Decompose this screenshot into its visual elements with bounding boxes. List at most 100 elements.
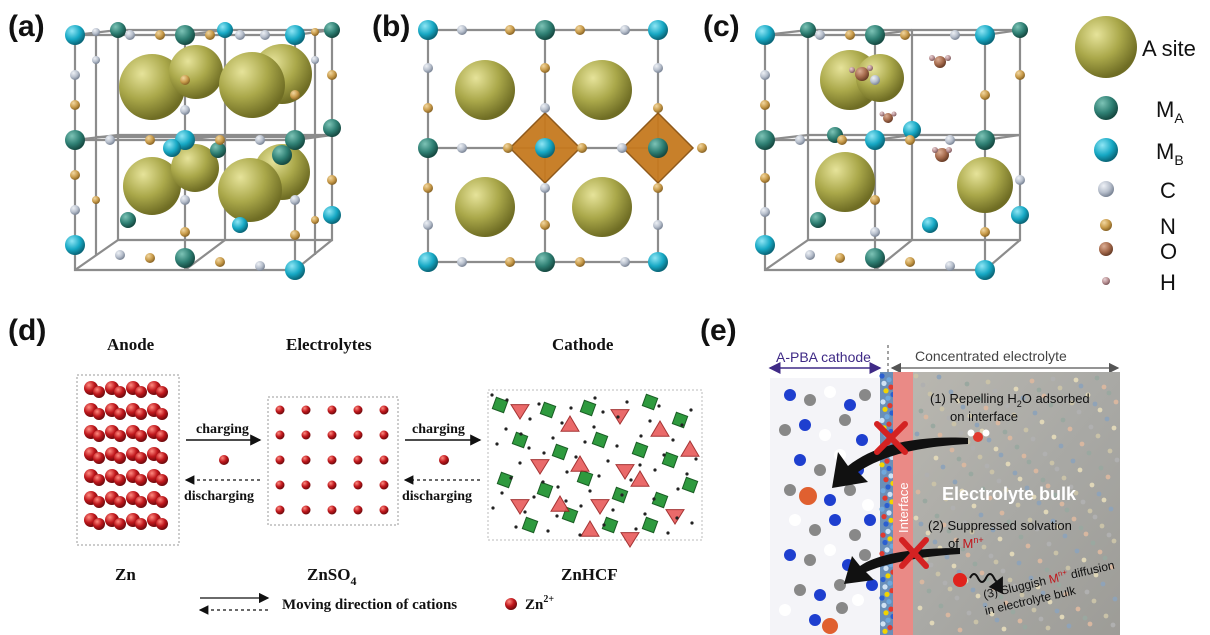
bulk-particle [961, 462, 967, 468]
interface-particle [886, 421, 892, 427]
bulk-particle [919, 579, 925, 585]
bulk-particle [967, 413, 973, 419]
bulk-particle [917, 605, 923, 611]
bulk-particle [1102, 555, 1108, 561]
zn-ion [275, 430, 285, 440]
bulk-particle [1017, 476, 1023, 482]
bulk-particle [1026, 601, 1032, 607]
bulk-particle [1096, 491, 1102, 497]
bulk-particle [1014, 444, 1020, 450]
bulk-particle [1082, 615, 1088, 621]
bulk-particle [1054, 466, 1060, 472]
interface-particle [880, 532, 886, 538]
green-octahedron [661, 451, 679, 469]
framework-dot [537, 402, 541, 406]
atoms-c [755, 22, 1029, 280]
bulk-particle [962, 520, 968, 526]
framework-dot [560, 421, 564, 425]
zn-atom [135, 518, 147, 530]
bulk-particle [915, 489, 921, 495]
bulk-particle [1017, 618, 1023, 624]
molecule-atom [824, 386, 836, 398]
framework-dot [648, 419, 652, 423]
bulk-particle [952, 479, 958, 485]
bulk-particle [924, 472, 930, 478]
molecule-atom [789, 514, 801, 526]
bulk-particle [1002, 429, 1008, 435]
atoms-b [418, 20, 707, 272]
bulk-particle [1065, 565, 1071, 571]
red-tetrahedron [630, 470, 650, 487]
interface-particle [887, 491, 893, 497]
bulk-particle [1109, 564, 1115, 570]
zn-ion [301, 405, 311, 415]
zn-ion [301, 505, 311, 515]
bulk-particle [1004, 403, 1010, 409]
cross-icon-1 [874, 421, 908, 455]
bulk-particle [920, 382, 926, 388]
legend-o-swatch [1099, 242, 1113, 256]
interface-particle [886, 377, 892, 383]
bulk-particle [969, 529, 975, 535]
zn-ion [327, 480, 337, 490]
bulk-particle [1067, 426, 1073, 432]
framework-dot [583, 440, 587, 444]
bulk-particle [1050, 518, 1056, 524]
interface-particle [885, 528, 891, 535]
bulk-particle [940, 464, 946, 470]
framework-dot [542, 451, 546, 455]
a-site-spheres-b [455, 60, 632, 237]
bulk-particle [974, 422, 980, 428]
bulk-particle [944, 554, 950, 560]
green-octahedron [641, 393, 659, 411]
bulk-particle [1059, 614, 1065, 620]
zn-ion-arrow-2 [439, 455, 449, 465]
metal-ion-icon [953, 573, 967, 587]
red-tetrahedron [590, 499, 610, 515]
bulk-particle [998, 594, 1004, 600]
interface-particle [880, 621, 886, 627]
bulk-particle [1101, 384, 1107, 390]
panel-d: (d) Anode Electrolytes Cathode charging … [8, 314, 703, 615]
interface-particle [879, 551, 885, 557]
zn-atom [156, 452, 168, 464]
interface-particle [887, 536, 893, 542]
bulk-particle [1008, 493, 1014, 499]
interface-particle [879, 595, 885, 601]
green-octahedron [601, 516, 619, 534]
framework-dot [495, 442, 499, 446]
bulk-particle [954, 595, 960, 601]
bulk-particle [971, 503, 977, 509]
bulk-particle [1007, 435, 1013, 441]
zn-ion [379, 405, 389, 415]
interface-particle [883, 521, 889, 527]
bulk-particle [1064, 507, 1070, 513]
framework-dot [597, 474, 601, 478]
framework-dot [592, 425, 596, 429]
bulk-particle [1038, 616, 1044, 622]
step2-line2: of Mn+ [948, 535, 984, 551]
bulk-particle [1069, 400, 1075, 406]
framework-dot [519, 432, 523, 436]
bulk-particle [1053, 550, 1059, 556]
interface-particle [888, 606, 894, 612]
bulk-particle [1105, 474, 1111, 480]
bulk-particle [1045, 625, 1051, 631]
interface-particle [884, 547, 890, 553]
metal-center [799, 487, 817, 505]
a-site-spheres-a [119, 44, 312, 222]
bulk-particle [1061, 475, 1067, 481]
zn-atom [135, 452, 147, 464]
bulk-particle [995, 420, 1001, 426]
bulk-particle [932, 397, 938, 403]
bulk-particle [970, 587, 976, 593]
molecule-atom [856, 434, 868, 446]
bulk-particle [939, 406, 945, 412]
zn-ion [353, 505, 363, 515]
framework-dot [555, 514, 559, 518]
zn2-label: Zn2+ [525, 594, 554, 613]
bulk-particle [1058, 443, 1064, 449]
bulk-particle [1063, 591, 1069, 597]
bulk-particle [925, 530, 931, 536]
